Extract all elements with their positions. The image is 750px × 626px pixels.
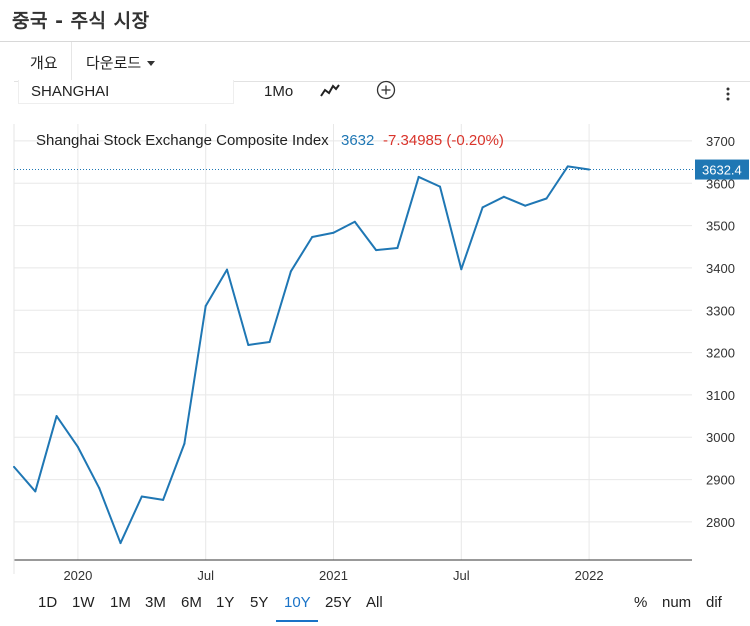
x-tick-label: 2022 — [575, 568, 604, 583]
title-divider — [0, 41, 750, 42]
data-points — [13, 165, 591, 545]
mode-button-percent[interactable]: % — [634, 594, 648, 611]
data-point — [417, 175, 420, 178]
x-axis-ticks: 2020 Jul 2021 Jul 2022 — [63, 568, 603, 583]
tab-divider — [71, 42, 72, 82]
data-point — [204, 305, 207, 308]
range-button-6m[interactable]: 6M — [181, 594, 202, 611]
data-point — [140, 495, 143, 498]
interval-selector[interactable]: 1Mo — [264, 83, 294, 100]
data-point — [119, 542, 122, 545]
data-point — [588, 168, 591, 171]
data-point — [183, 442, 186, 445]
data-point — [460, 268, 463, 271]
active-range-underline — [276, 620, 318, 622]
data-point — [98, 487, 101, 490]
caret-down-icon — [147, 61, 156, 66]
data-point — [247, 343, 250, 346]
x-tick-label: 2020 — [63, 568, 92, 583]
series-line — [13, 165, 590, 545]
y-tick-label: 3300 — [706, 303, 735, 318]
data-point — [481, 206, 484, 209]
y-tick-label: 3000 — [706, 430, 735, 445]
last-value-badge — [695, 159, 749, 180]
data-point — [332, 231, 335, 234]
data-point — [76, 445, 79, 448]
tab-overview[interactable]: 개요 — [30, 54, 58, 72]
range-button-1w[interactable]: 1W — [72, 594, 95, 611]
data-point — [226, 268, 228, 271]
data-point — [566, 165, 569, 168]
data-point — [524, 204, 527, 207]
mode-button-dif[interactable]: dif — [706, 594, 722, 611]
y-tick-label: 3700 — [706, 134, 735, 149]
x-tick-label: Jul — [197, 568, 214, 583]
vertical-dots-icon[interactable] — [724, 86, 732, 102]
range-button-all[interactable]: All — [366, 594, 383, 611]
data-point — [439, 185, 441, 188]
range-button-25y[interactable]: 25Y — [325, 594, 352, 611]
data-point — [55, 415, 58, 418]
chart[interactable]: 2800 2900 3000 3100 3200 3300 3400 3500 3600 3700… — [0, 104, 750, 584]
last-value-label: 3632.4 — [702, 163, 742, 178]
legend-series-name: Shanghai Stock Exchange Composite Index — [36, 132, 329, 149]
x-tick-label: Jul — [453, 568, 470, 583]
chart-toolbar: 1Mo — [14, 80, 750, 104]
range-button-1m[interactable]: 1M — [110, 594, 131, 611]
data-point — [162, 498, 165, 501]
legend-change: -7.34985 (-0.20%) — [383, 132, 504, 149]
y-axis-ticks: 2800 2900 3000 3100 3200 3300 3400 3500 3600 3700 — [706, 134, 735, 530]
range-button-1y[interactable]: 1Y — [216, 594, 235, 611]
x-tick-label: 2021 — [319, 568, 348, 583]
tab-bar: 개요 다운로드 — [14, 42, 750, 82]
line-chart-icon[interactable] — [320, 83, 340, 99]
y-tick-label: 3400 — [706, 261, 735, 276]
y-tick-label: 3100 — [706, 388, 735, 403]
tab-download-label: 다운로드 — [86, 54, 142, 72]
page-title: 중국 - 주식 시장 — [12, 10, 150, 32]
grid-lines — [14, 124, 692, 560]
data-point — [268, 341, 271, 343]
y-tick-label: 2800 — [706, 515, 735, 530]
symbol-input[interactable] — [18, 80, 234, 104]
y-tick-label: 3200 — [706, 346, 735, 361]
data-point — [396, 247, 399, 250]
data-point — [13, 465, 15, 468]
plus-circle-icon[interactable] — [376, 80, 396, 100]
range-button-1d[interactable]: 1D — [38, 594, 58, 611]
mode-button-num[interactable]: num — [662, 594, 692, 611]
range-button-10y[interactable]: 10Y — [284, 594, 311, 611]
range-button-3m[interactable]: 3M — [145, 594, 166, 611]
y-tick-label: 2900 — [706, 473, 735, 488]
data-point — [545, 197, 548, 200]
data-point — [375, 249, 378, 252]
range-selector: 1D 1W 1M 3M 6M 1Y 5Y 10Y 25Y All% num dif — [14, 588, 750, 622]
data-point — [502, 195, 505, 198]
tab-download[interactable]: 다운로드 — [86, 52, 156, 73]
data-point — [353, 220, 356, 223]
range-button-5y[interactable]: 5Y — [250, 594, 269, 611]
data-point — [34, 490, 37, 493]
legend-last-value: 3632 — [341, 132, 374, 149]
y-tick-label: 3600 — [706, 176, 735, 191]
data-point — [289, 270, 292, 273]
data-point — [311, 236, 314, 239]
y-tick-label: 3500 — [706, 219, 735, 234]
